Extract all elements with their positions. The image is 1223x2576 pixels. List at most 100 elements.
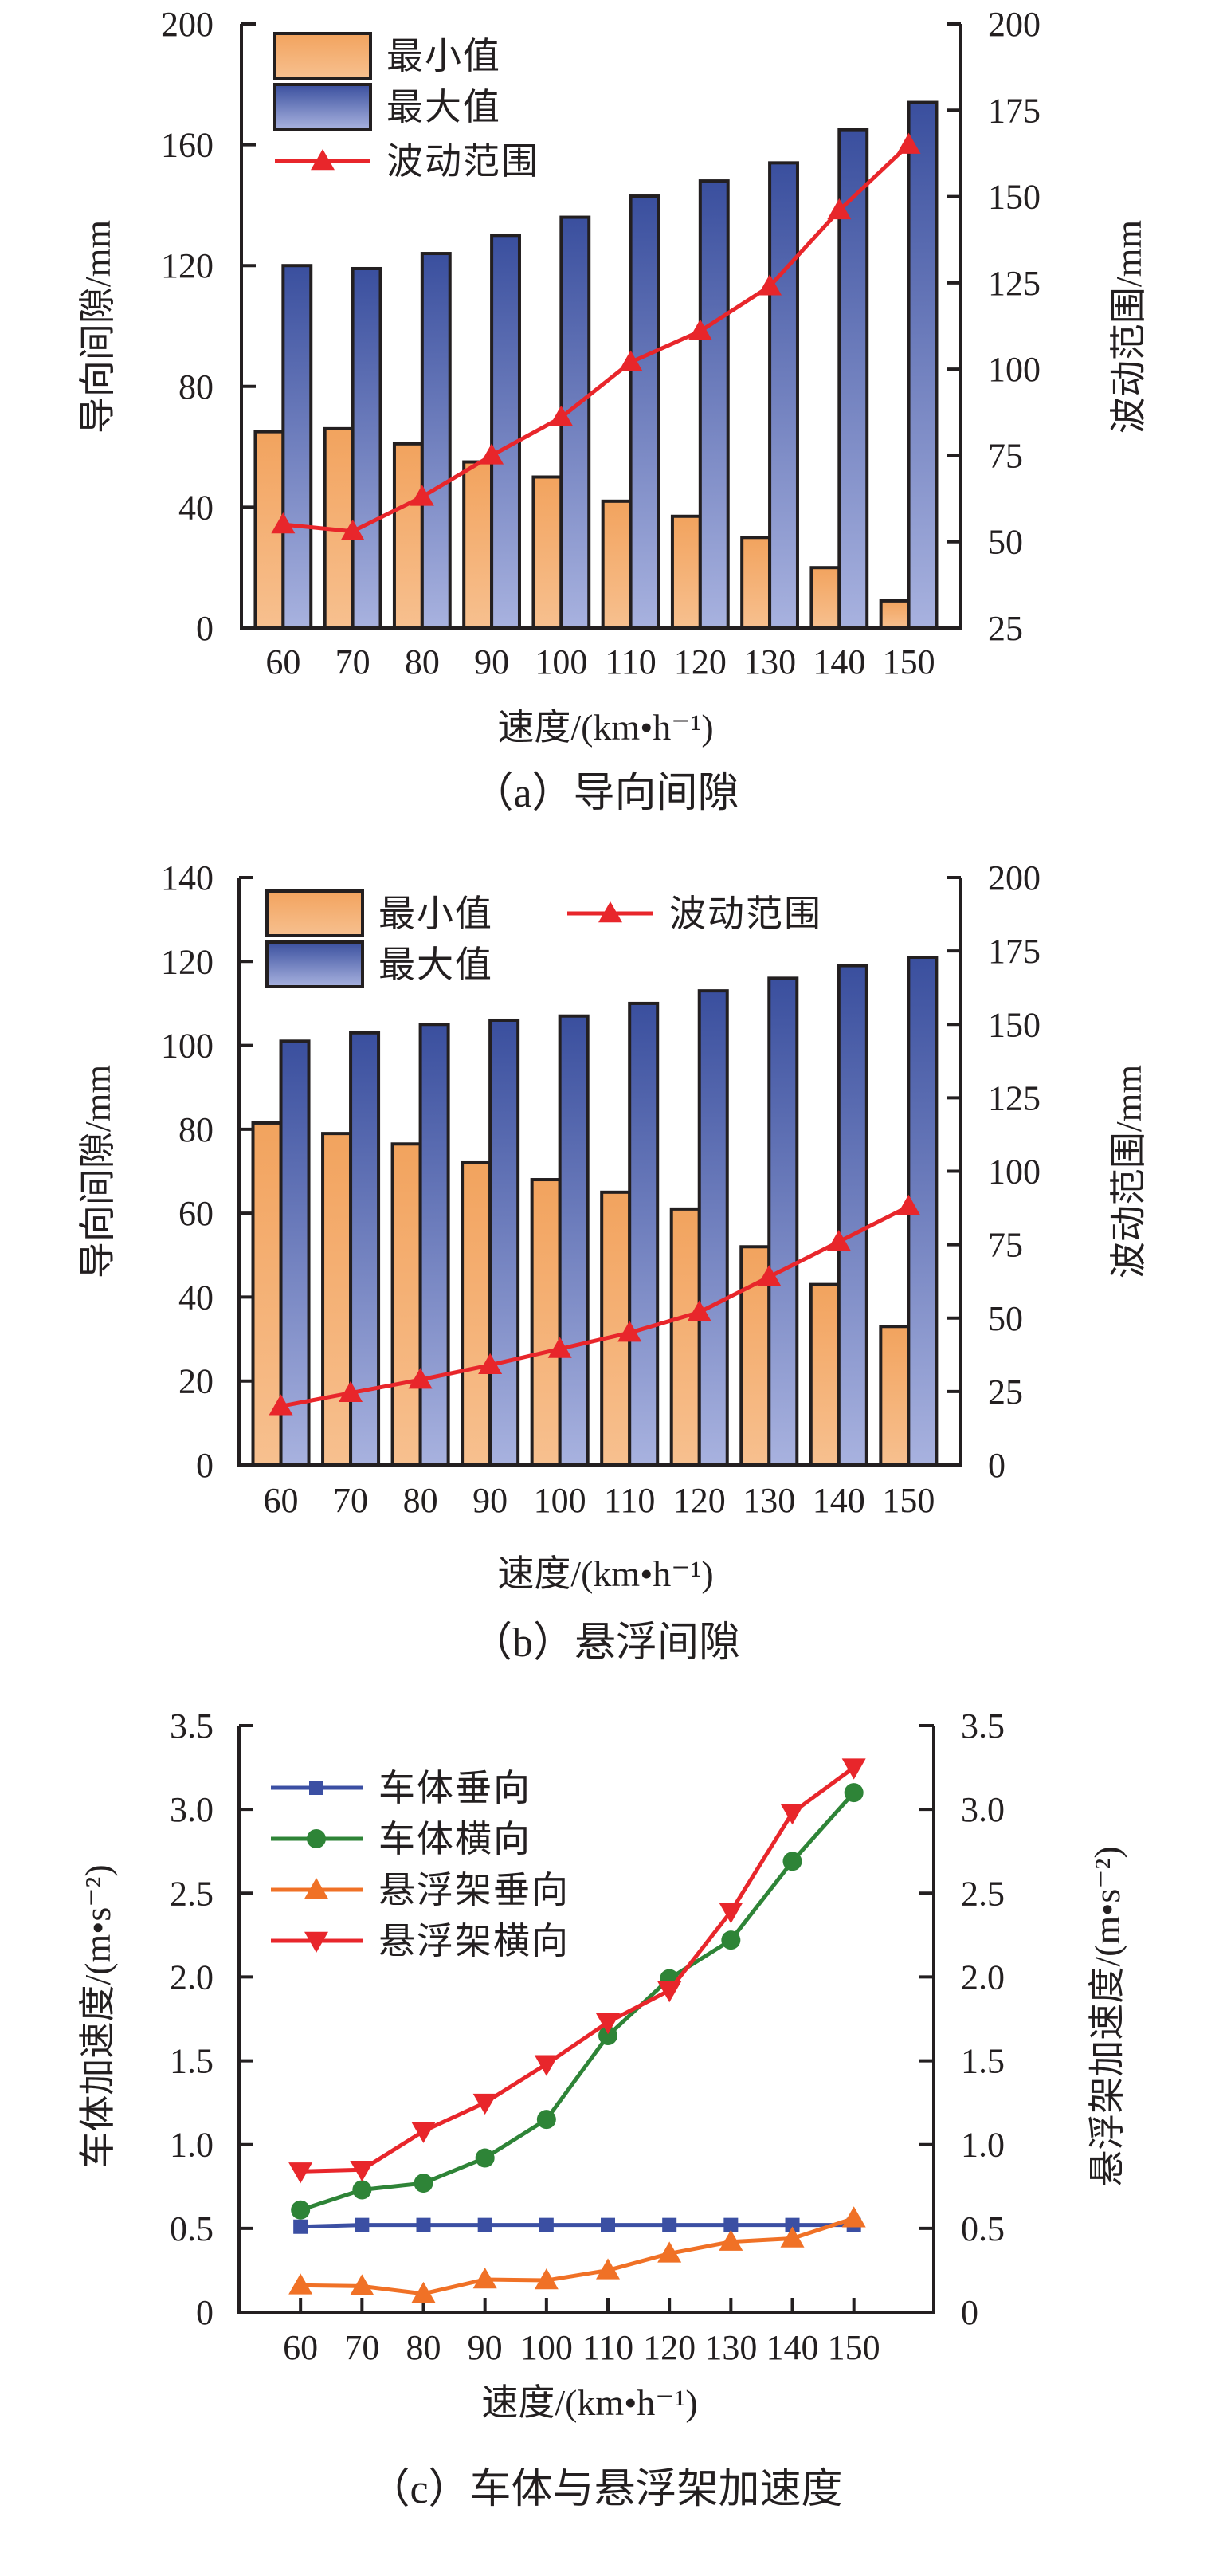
y-tick-label-left: 2.5 <box>170 1874 214 1913</box>
max-bar-130 <box>767 976 799 1467</box>
legend-label-max: 最大值 <box>386 87 501 128</box>
x-tick-label: 70 <box>335 642 370 681</box>
x-tick-label: 80 <box>405 642 440 681</box>
series-line-2 <box>280 1204 910 1408</box>
series-2-point-120 <box>688 319 712 340</box>
min-bar-80 <box>390 1142 422 1467</box>
y-tick-label-right: 1.5 <box>961 2042 1005 2081</box>
x-tick-label: 60 <box>264 1481 299 1520</box>
x-tick-label: 120 <box>673 1481 726 1520</box>
y-tick-label-right: 150 <box>988 178 1041 217</box>
x-tick-label: 120 <box>674 642 727 681</box>
x-tick-label: 130 <box>743 1481 795 1520</box>
min-bar-130 <box>740 536 772 630</box>
y-tick-label-right: 25 <box>988 609 1023 648</box>
y-tick-label-right: 1.0 <box>961 2126 1005 2165</box>
series-3-point-120 <box>657 1981 682 2003</box>
series-2-point-140 <box>780 2226 805 2248</box>
series-0-point-100 <box>539 2217 554 2232</box>
legend-marker-1 <box>307 1829 326 1848</box>
series-2-point-110 <box>618 350 643 371</box>
series-2-point-70 <box>340 519 365 540</box>
chart-b-x-axis-title: 速度/(km•h⁻¹) <box>497 1553 713 1594</box>
series-2-point-120 <box>657 2241 682 2263</box>
legend-label-max: 最大值 <box>378 944 493 985</box>
min-bar-90 <box>461 1160 492 1467</box>
max-bar-60 <box>281 264 313 630</box>
y-tick-label-right: 0.5 <box>961 2209 1005 2248</box>
y-tick-label-right: 25 <box>988 1372 1023 1412</box>
min-bar-100 <box>531 475 563 630</box>
y-tick-label-left: 1.0 <box>170 2126 214 2165</box>
chart-c-x-axis-title: 速度/(km•h⁻¹) <box>481 2382 697 2423</box>
max-bar-80 <box>418 1023 450 1467</box>
y-tick-label-right: 175 <box>988 91 1041 130</box>
chart-a-y-axis-title: 导向间隙/mm <box>77 220 118 434</box>
series-2-point-110 <box>596 2258 621 2280</box>
legend-marker-3 <box>304 1931 328 1953</box>
chart-a-y-axis-right-title: 波动范围/mm <box>1108 220 1149 434</box>
y-tick-label-left: 20 <box>178 1362 214 1401</box>
series-2-point-90 <box>480 443 504 465</box>
chart-c-y-axis-title: 车体加速度/(m•s⁻²) <box>77 1864 118 2168</box>
series-line-1 <box>300 1791 856 2213</box>
y-tick-label-left: 120 <box>161 246 214 285</box>
y-tick-label-right: 0 <box>961 2293 978 2332</box>
series-0-point-130 <box>723 2217 739 2232</box>
max-bar-60 <box>279 1039 311 1467</box>
chart-guide-gap: 0 40 80 120 160 200 25 50 75 100 125 150 175 200 60 70 8… <box>77 5 1149 816</box>
y-tick-label-left: 80 <box>178 1110 214 1149</box>
x-tick-label: 60 <box>283 2328 318 2367</box>
x-tick-label: 80 <box>406 2328 441 2367</box>
max-bar-90 <box>490 234 521 630</box>
y-tick-label-left: 200 <box>161 5 214 44</box>
y-tick-label-right: 3.0 <box>961 1790 1005 1829</box>
x-tick-label: 130 <box>704 2328 757 2367</box>
legend-label-min: 最小值 <box>386 36 501 77</box>
y-tick-label-left: 0 <box>196 609 214 648</box>
x-tick-label: 140 <box>813 642 865 681</box>
y-tick-label-left: 3.0 <box>170 1790 214 1829</box>
min-bar-150 <box>879 599 911 630</box>
y-tick-label-left: 120 <box>161 942 214 981</box>
min-bar-150 <box>879 1325 911 1467</box>
x-tick-label: 140 <box>766 2328 819 2367</box>
legend-label-2: 悬浮架垂向 <box>378 1870 570 1910</box>
series-2-point-140 <box>826 1229 851 1251</box>
series-3-point-110 <box>596 2012 621 2035</box>
series-2-point-130 <box>719 2229 743 2251</box>
legend-marker-range <box>311 149 335 171</box>
series-1-point-100 <box>536 2110 556 2130</box>
chart-b-marks: 0 20 40 60 80 100 120 140 0 25 50 75 100 125 150 175 200… <box>161 858 1041 1520</box>
series-0-point-120 <box>662 2217 677 2232</box>
min-bar-140 <box>809 566 841 630</box>
x-tick-label: 100 <box>535 642 587 681</box>
y-tick-label-right: 75 <box>988 1226 1023 1265</box>
y-tick-label-left: 160 <box>161 126 214 165</box>
series-2-point-100 <box>534 2268 559 2290</box>
max-bar-110 <box>628 1001 660 1467</box>
chart-b-y-axis-right-title: 波动范围/mm <box>1108 1065 1149 1279</box>
series-2-point-70 <box>350 2274 374 2295</box>
chart-c-marks: 0 0.5 1.0 1.5 2.0 2.5 3.0 3.5 0 0.5 1.0 1.5 2.0 2.5 3.… <box>170 1706 1005 2367</box>
series-3-point-80 <box>411 2122 436 2143</box>
series-3-point-140 <box>780 1804 805 1825</box>
series-2-point-80 <box>408 1368 433 1389</box>
x-tick-label: 150 <box>883 642 935 681</box>
series-1-point-60 <box>291 2200 311 2220</box>
y-tick-label-left: 60 <box>178 1194 214 1233</box>
series-3-point-130 <box>719 1903 743 1924</box>
x-tick-label: 90 <box>474 642 509 681</box>
y-tick-label-right: 125 <box>988 264 1041 303</box>
chart-a-caption: （a）导向间隙 <box>472 771 739 816</box>
x-tick-label: 90 <box>472 1481 508 1520</box>
min-bar-70 <box>321 1132 353 1467</box>
y-tick-label-left: 100 <box>161 1027 214 1066</box>
y-tick-label-right: 125 <box>988 1078 1041 1117</box>
chart-levitation-gap: 0 20 40 60 80 100 120 140 0 25 50 75 100 125 150 175 200… <box>77 858 1149 1666</box>
series-0-point-60 <box>293 2219 308 2234</box>
x-tick-label: 70 <box>333 1481 368 1520</box>
y-tick-label-right: 150 <box>988 1005 1041 1044</box>
